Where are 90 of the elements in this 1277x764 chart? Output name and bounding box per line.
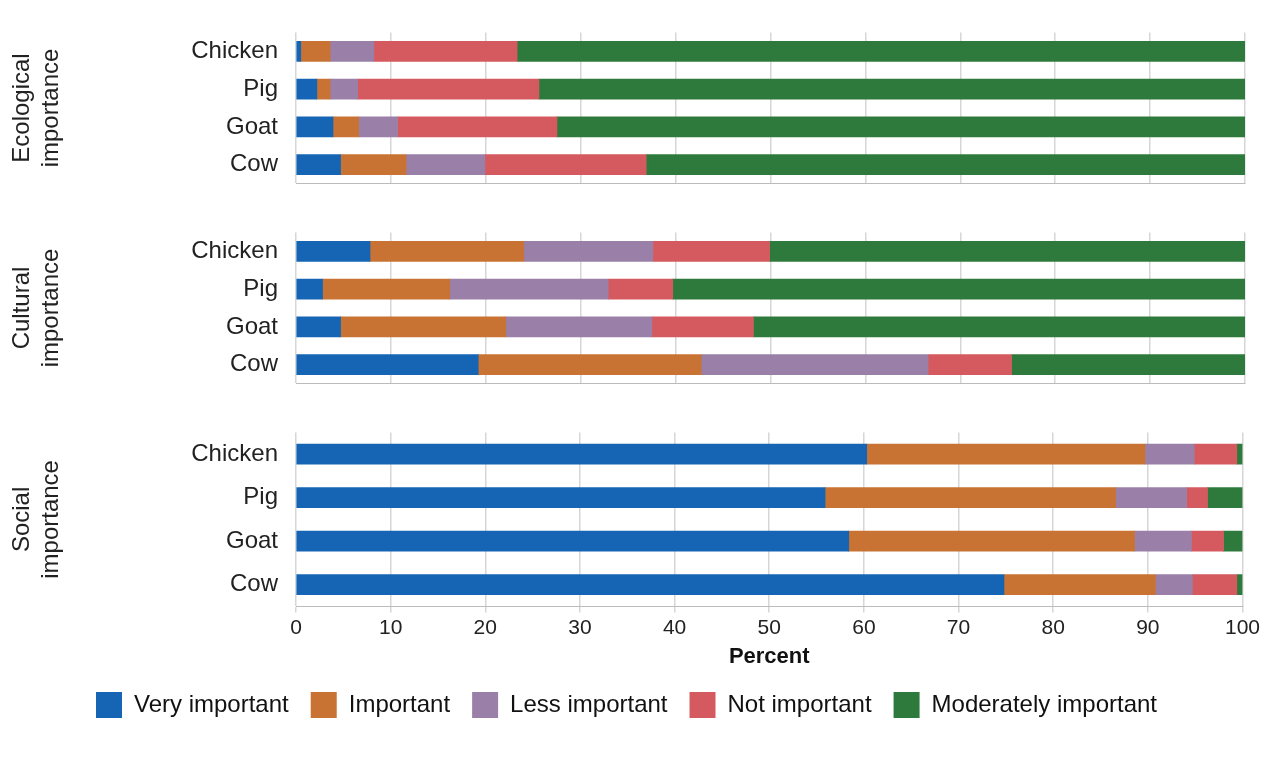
y-tick-label: Pig [243,73,278,101]
bar [607,278,674,300]
bar [322,278,451,300]
y-tick-label: Cow [229,149,279,177]
x-tick-label: 20 [473,614,497,638]
bar [927,354,1012,376]
bar [848,530,1135,552]
x-tick-label: 10 [378,614,403,638]
x-tick-label: 30 [568,614,592,638]
bar [300,40,331,62]
bar [1155,574,1193,595]
legend-label: Not important [727,689,872,717]
bar [556,116,1245,138]
bar [672,278,1245,300]
bar [1003,574,1156,595]
y-tick-label: Goat [225,111,279,139]
y-tick-label: Goat [225,525,279,553]
bar [296,530,850,552]
y-tick-label: Chicken [191,235,278,263]
bar [1223,530,1243,552]
bar [1134,530,1192,552]
x-axis-title: Percent [728,642,811,668]
x-tick-label: 100 [1224,614,1260,638]
bar [1144,443,1195,465]
bar [1115,487,1187,508]
x-tick-label: 90 [1136,614,1160,638]
bar [296,78,318,100]
bar [505,316,653,338]
bar [538,78,1245,100]
y-tick-label: Pig [243,273,278,301]
y-tick-label: Goat [225,311,279,339]
bar [296,154,341,176]
bar [316,78,331,100]
bar [296,40,302,62]
bar [824,487,1116,508]
bar [523,240,654,262]
bar [1186,487,1208,508]
bar [405,154,486,176]
bar [296,574,1005,595]
bar [753,316,1245,338]
bar [651,316,754,338]
y-tick-label: Chicken [191,438,278,466]
legend-label: Very important [133,689,290,717]
bar [296,240,371,262]
bar [358,116,398,138]
bar [484,154,647,176]
x-tick-label: 40 [662,614,687,638]
x-tick-label: 80 [1041,614,1065,638]
bar [1207,487,1243,508]
bar [1191,574,1238,595]
bar [449,278,609,300]
y-tick-label: Pig [243,482,278,510]
bar [369,240,525,262]
x-tick-label: 60 [852,614,876,638]
bar [645,154,1245,176]
bar [516,40,1245,62]
bar [373,40,518,62]
x-tick-label: 70 [946,614,971,638]
bar [329,40,375,62]
bar [296,354,479,376]
bar [340,316,507,338]
y-tick-label: Cow [229,349,279,377]
bar [700,354,929,376]
bar [769,240,1245,262]
y-axis-title: Social importance [7,460,63,579]
legend-label: Moderately important [931,689,1158,717]
x-tick-label: 0 [290,614,302,638]
bar [296,278,323,300]
bar [296,116,334,138]
legend-label: Less important [510,689,668,717]
bar [357,78,540,100]
bar [296,316,341,338]
bar [296,443,868,465]
bar [477,354,702,376]
bar [1011,354,1245,376]
y-axis-title: Cultural importance [7,248,63,368]
bar [652,240,770,262]
x-tick-label: 50 [757,614,781,638]
bar [340,154,407,176]
bar [329,78,359,100]
bar [866,443,1146,465]
bar [1193,443,1238,465]
y-tick-label: Cow [229,569,279,597]
bar [332,116,359,138]
bar [296,487,826,508]
legend-label: Important [348,689,451,717]
y-axis-title: Ecological importance [7,48,63,168]
bar [397,116,558,138]
y-tick-label: Chicken [191,35,278,63]
bar [1191,530,1224,552]
